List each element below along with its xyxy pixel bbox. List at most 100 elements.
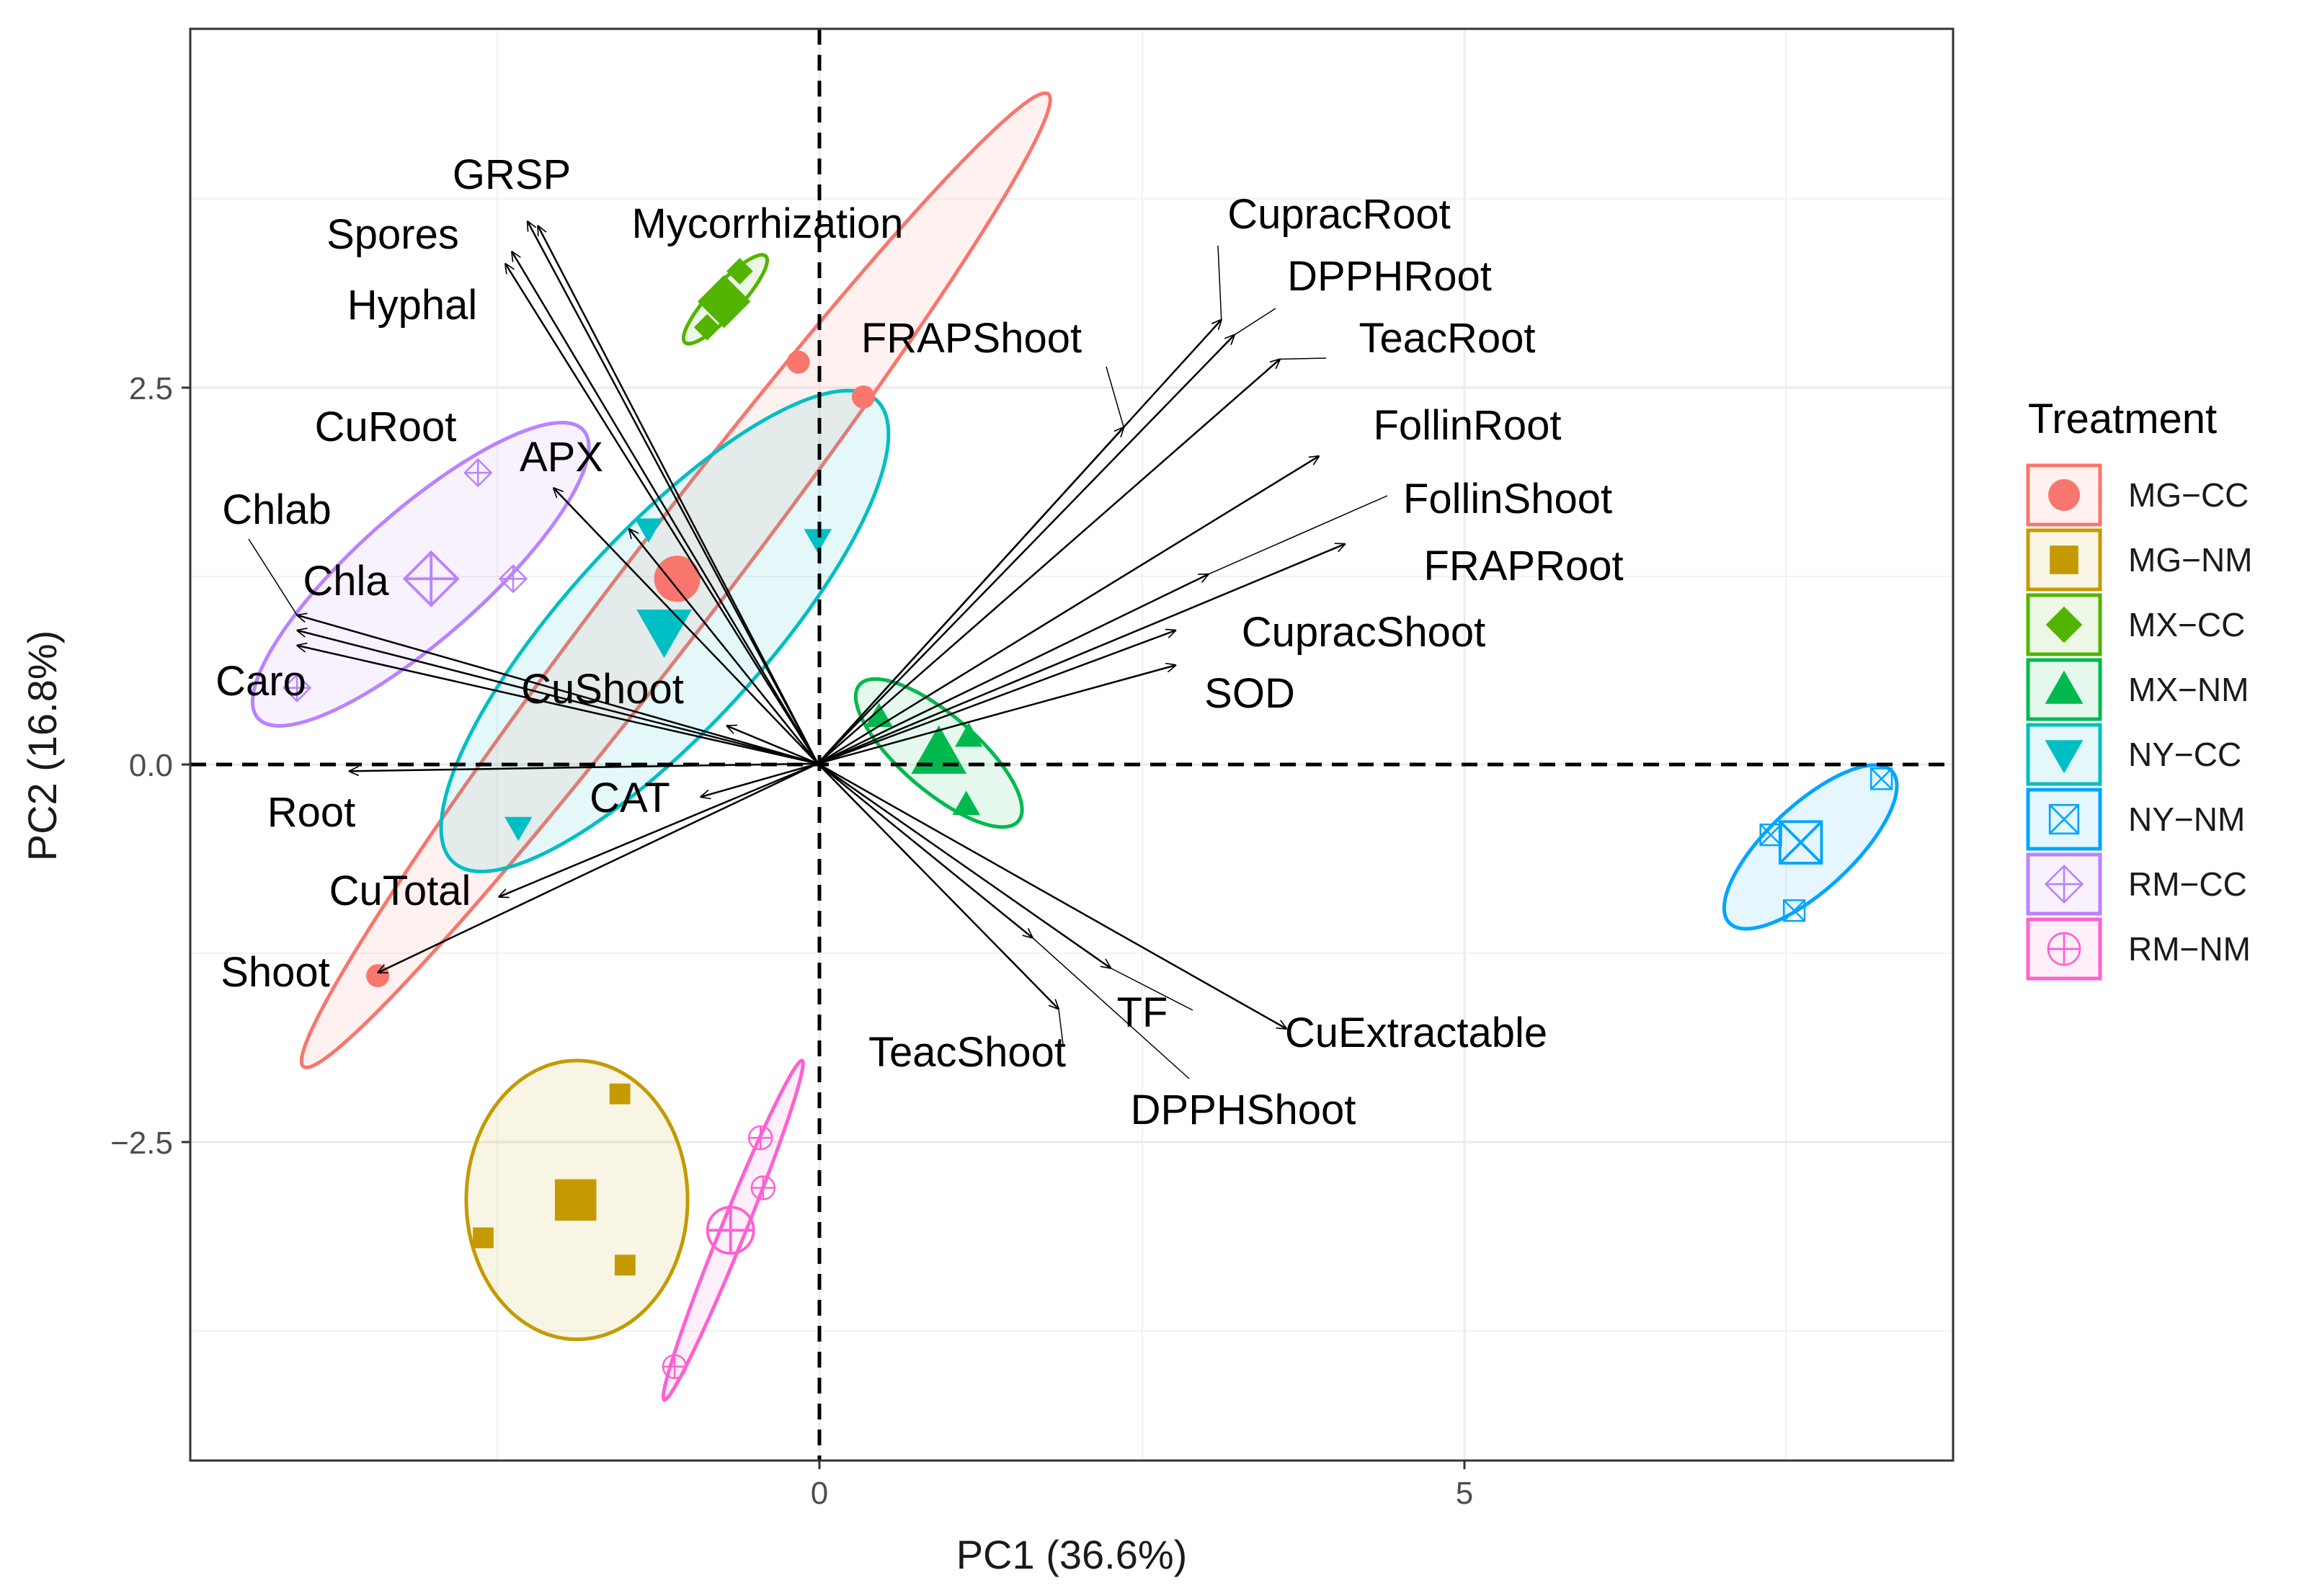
- label-caro: Caro: [215, 658, 306, 705]
- legend-key: [2026, 917, 2102, 981]
- label-cuextractable: CuExtractable: [1285, 1009, 1547, 1056]
- label-tf: TF: [1117, 989, 1168, 1036]
- legend-label: NY−NM: [2128, 801, 2245, 838]
- label-cupracshoot: CupracShoot: [1242, 609, 1486, 656]
- x-axis: 0 5 PC1 (36.6%): [811, 1461, 1473, 1577]
- x-tick-label: 5: [1456, 1476, 1473, 1511]
- legend-item: MX−CC: [2026, 593, 2245, 656]
- point-mx-cc: [693, 313, 721, 341]
- point-ny-cc: [634, 518, 663, 543]
- legend-item: NY−NM: [2026, 788, 2245, 851]
- arrow-chla: [297, 630, 819, 764]
- arrow-sod: [817, 665, 1176, 764]
- arrow-grsp: [528, 221, 819, 764]
- arrow-follinroot: [817, 456, 1320, 764]
- sample-points: [282, 258, 1893, 1379]
- point-mg-nm: [609, 1083, 631, 1105]
- legend-symbol: [2044, 864, 2084, 904]
- leader-follinshoot: [1208, 495, 1388, 575]
- arrow-root: [349, 762, 818, 772]
- label-apx: APX: [520, 434, 603, 481]
- legend-symbol: [2048, 479, 2080, 511]
- arrow-curoot: [553, 488, 819, 764]
- legend-item: RM−NM: [2026, 917, 2251, 981]
- arrow-apx: [629, 529, 819, 764]
- loading-labels: GRSP Spores Hyphal Mycorrhization CuRoot APX C…: [215, 151, 1623, 1133]
- panel-border: [189, 27, 1955, 1462]
- label-grsp: GRSP: [453, 151, 571, 198]
- x-tick-label: 0: [811, 1476, 828, 1511]
- legend-symbol: [2047, 932, 2081, 966]
- label-fraproot: FRAPRoot: [1423, 543, 1623, 589]
- y-axis: 2.5 0.0 −2.5 PC2 (16.8%): [19, 371, 190, 1161]
- arrow-mycorrhization: [538, 226, 819, 764]
- label-cat: CAT: [590, 775, 670, 821]
- legend: Treatment MG−CC MG−NM MX−CC MX−NM NY−CC NY−NM…: [2026, 396, 2253, 981]
- point-rm-nm: [750, 1175, 776, 1200]
- arrow-cat: [701, 762, 819, 797]
- leader-tf: [1110, 967, 1193, 1011]
- point-ny-nm: [1782, 899, 1806, 922]
- point-mg-cc: [366, 964, 390, 988]
- x-axis-title: PC1 (36.6%): [956, 1532, 1188, 1577]
- label-shoot: Shoot: [221, 949, 330, 996]
- legend-item: MX−NM: [2026, 658, 2249, 721]
- arrow-cupracshoot: [817, 630, 1176, 764]
- legend-label: RM−NM: [2128, 930, 2251, 968]
- label-dpphshoot: DPPHShoot: [1131, 1087, 1356, 1133]
- label-cutotal: CuTotal: [329, 868, 471, 914]
- point-mx-nm: [952, 790, 980, 815]
- point-ny-nm: [1869, 767, 1893, 790]
- point-mx-cc: [726, 258, 753, 285]
- point-rm-cc: [282, 673, 312, 703]
- legend-item: MG−NM: [2026, 528, 2253, 592]
- centroid-mg-nm: [554, 1179, 597, 1221]
- point-mg-cc: [786, 350, 810, 374]
- arrow-hyphal: [505, 264, 819, 764]
- label-mycorrhization: Mycorrhization: [631, 200, 903, 247]
- legend-item: RM−CC: [2026, 852, 2247, 916]
- label-spores: Spores: [326, 211, 459, 258]
- legend-label: NY−CC: [2128, 736, 2241, 773]
- centroid-rm-nm: [706, 1205, 755, 1255]
- point-rm-cc: [498, 564, 528, 594]
- arrow-dpphroot: [817, 335, 1235, 764]
- arrow-cupracroot: [817, 320, 1222, 764]
- point-ny-cc: [504, 816, 533, 842]
- legend-label: RM−CC: [2128, 865, 2247, 903]
- point-mg-nm: [473, 1227, 494, 1249]
- leader-dpphroot: [1234, 308, 1276, 336]
- legend-symbol: [2048, 803, 2080, 835]
- legend-title: Treatment: [2028, 396, 2217, 442]
- arrow-cutotal: [499, 762, 819, 897]
- arrow-follinshoot: [817, 574, 1209, 764]
- arrow-shoot: [378, 762, 819, 973]
- label-follinshoot: FollinShoot: [1403, 476, 1612, 522]
- legend-items: MG−CC MG−NM MX−CC MX−NM NY−CC NY−NM RM−CC RM−NM: [2026, 463, 2253, 981]
- legend-item: NY−CC: [2026, 723, 2241, 786]
- legend-symbol: [2045, 670, 2084, 704]
- arrow-teacroot: [817, 359, 1280, 764]
- centroid-mx-cc: [697, 275, 751, 329]
- legend-symbol: [2050, 545, 2078, 574]
- arrow-dpphshoot: [817, 762, 1033, 938]
- label-sod: SOD: [1204, 670, 1295, 717]
- leader-cupracroot: [1217, 245, 1222, 320]
- leader-teacroot: [1280, 357, 1327, 360]
- arrow-spores: [512, 251, 819, 764]
- label-curoot: CuRoot: [315, 404, 457, 450]
- legend-label: MX−NM: [2128, 671, 2249, 708]
- point-rm-nm: [662, 1354, 688, 1379]
- centroid-rm-cc: [402, 550, 460, 607]
- plot-panel: [190, 29, 1953, 1461]
- label-cushoot: CuShoot: [521, 666, 684, 713]
- legend-symbol: [2045, 606, 2083, 643]
- legend-label: MG−NM: [2128, 541, 2253, 579]
- label-cupracroot: CupracRoot: [1227, 191, 1450, 238]
- arrow-fraproot: [817, 544, 1346, 764]
- leader-teacshoot: [1058, 1009, 1064, 1045]
- label-chla: Chla: [303, 558, 389, 605]
- legend-item: MG−CC: [2026, 463, 2249, 527]
- legend-symbol: [2045, 740, 2084, 774]
